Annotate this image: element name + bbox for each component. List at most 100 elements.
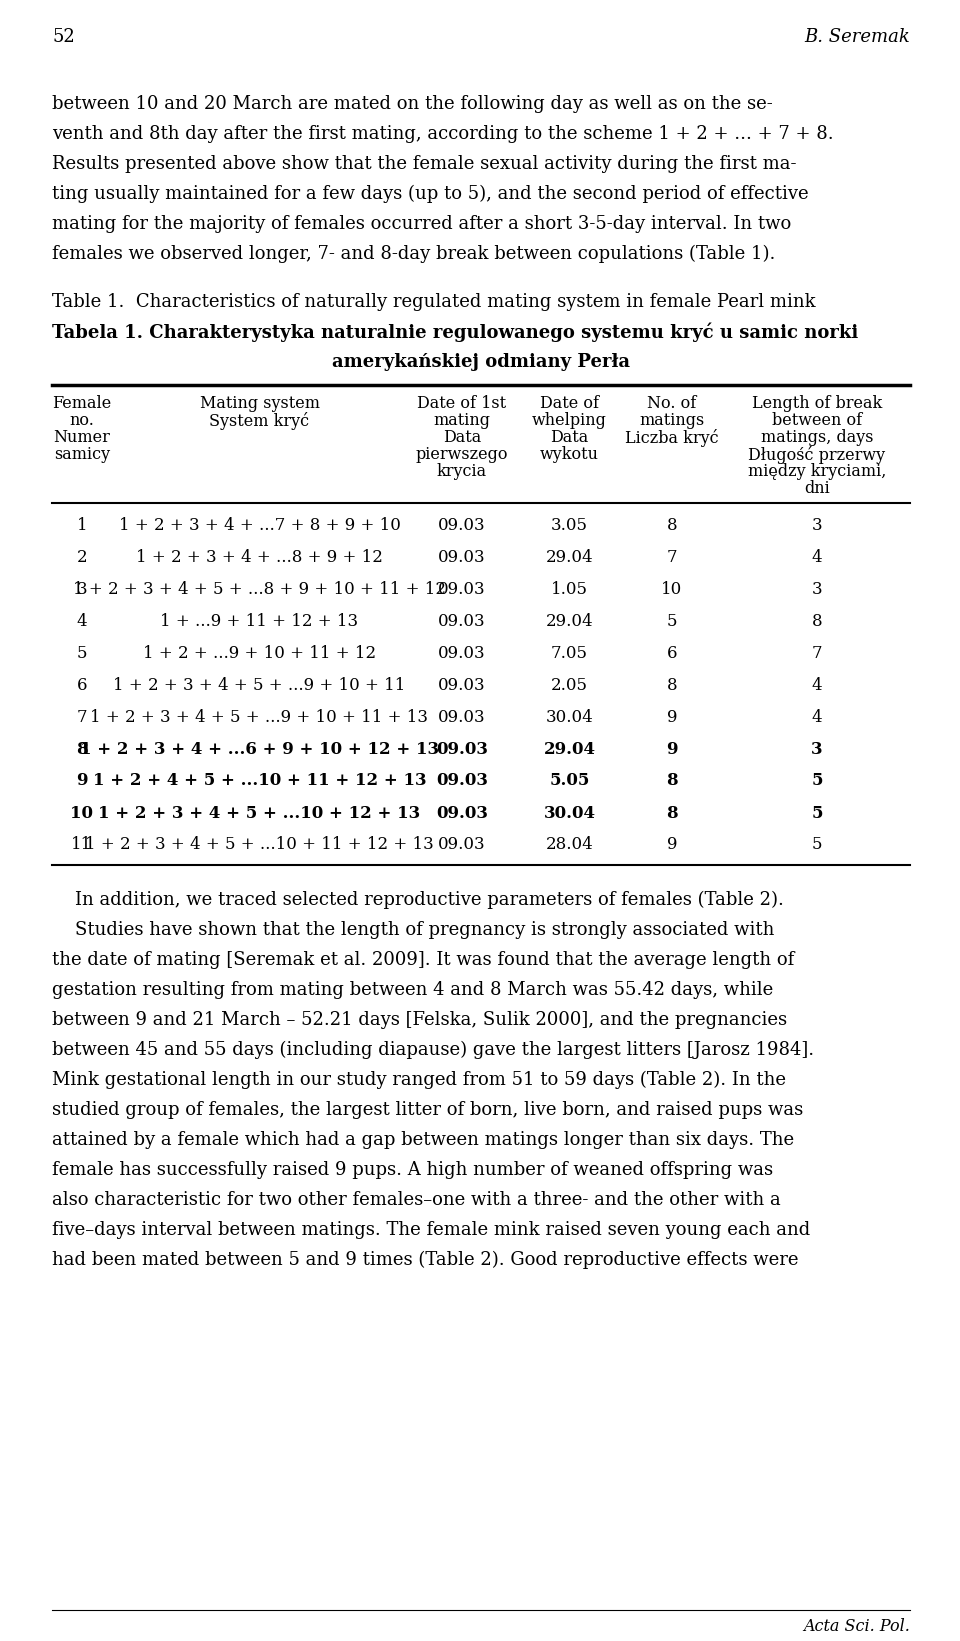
- Text: venth and 8th day after the first mating, according to the scheme 1 + 2 + ... + : venth and 8th day after the first mating…: [52, 125, 833, 143]
- Text: the date of mating [Seremak et al. 2009]. It was found that the average length o: the date of mating [Seremak et al. 2009]…: [52, 952, 794, 968]
- Text: 1 + ...9 + 11 + 12 + 13: 1 + ...9 + 11 + 12 + 13: [160, 612, 359, 630]
- Text: 6: 6: [77, 676, 87, 694]
- Text: 09.03: 09.03: [438, 581, 486, 597]
- Text: Results presented above show that the female sexual activity during the first ma: Results presented above show that the fe…: [52, 154, 797, 172]
- Text: whelping: whelping: [532, 412, 607, 428]
- Text: samicy: samicy: [54, 446, 110, 463]
- Text: In addition, we traced selected reproductive parameters of females (Table 2).: In addition, we traced selected reproduc…: [52, 891, 784, 909]
- Text: 4: 4: [812, 709, 823, 725]
- Text: 09.03: 09.03: [436, 773, 488, 789]
- Text: gestation resulting from mating between 4 and 8 March was 55.42 days, while: gestation resulting from mating between …: [52, 981, 773, 999]
- Text: 5.05: 5.05: [549, 773, 589, 789]
- Text: female has successfully raised 9 pups. A high number of weaned offspring was: female has successfully raised 9 pups. A…: [52, 1160, 773, 1178]
- Text: 8: 8: [666, 804, 678, 822]
- Text: 1 + 2 + 3 + 4 + 5 + ...8 + 9 + 10 + 11 + 12: 1 + 2 + 3 + 4 + 5 + ...8 + 9 + 10 + 11 +…: [73, 581, 446, 597]
- Text: 5: 5: [811, 804, 823, 822]
- Text: Mating system: Mating system: [200, 395, 320, 412]
- Text: 1 + 2 + 3 + 4 + 5 + ...10 + 12 + 13: 1 + 2 + 3 + 4 + 5 + ...10 + 12 + 13: [98, 804, 420, 822]
- Text: 7.05: 7.05: [551, 645, 588, 661]
- Text: 9: 9: [667, 709, 677, 725]
- Text: 6: 6: [667, 645, 677, 661]
- Text: attained by a female which had a gap between matings longer than six days. The: attained by a female which had a gap bet…: [52, 1131, 794, 1149]
- Text: Female: Female: [53, 395, 111, 412]
- Text: 9: 9: [76, 773, 87, 789]
- Text: 3: 3: [812, 581, 823, 597]
- Text: 1 + 2 + 3 + 4 + 5 + ...9 + 10 + 11: 1 + 2 + 3 + 4 + 5 + ...9 + 10 + 11: [113, 676, 406, 694]
- Text: 29.04: 29.04: [545, 612, 593, 630]
- Text: 7: 7: [812, 645, 823, 661]
- Text: 30.04: 30.04: [545, 709, 593, 725]
- Text: 1 + 2 + 3 + 4 + ...6 + 9 + 10 + 12 + 13: 1 + 2 + 3 + 4 + ...6 + 9 + 10 + 12 + 13: [80, 740, 439, 758]
- Text: 30.04: 30.04: [543, 804, 595, 822]
- Text: Acta Sci. Pol.: Acta Sci. Pol.: [804, 1618, 910, 1634]
- Text: 10: 10: [70, 804, 93, 822]
- Text: 09.03: 09.03: [438, 837, 486, 853]
- Text: 10: 10: [661, 581, 683, 597]
- Text: 09.03: 09.03: [438, 676, 486, 694]
- Text: 5: 5: [811, 773, 823, 789]
- Text: 09.03: 09.03: [436, 740, 488, 758]
- Text: No. of: No. of: [647, 395, 697, 412]
- Text: Tabela 1. Charakterystyka naturalnie regulowanego systemu kryć u samic norki: Tabela 1. Charakterystyka naturalnie reg…: [52, 323, 858, 343]
- Text: 9: 9: [667, 837, 677, 853]
- Text: Data: Data: [550, 428, 588, 446]
- Text: krycia: krycia: [437, 463, 487, 481]
- Text: 29.04: 29.04: [543, 740, 595, 758]
- Text: 1 + 2 + 3 + 4 + 5 + ...10 + 11 + 12 + 13: 1 + 2 + 3 + 4 + 5 + ...10 + 11 + 12 + 13: [85, 837, 434, 853]
- Text: 09.03: 09.03: [438, 612, 486, 630]
- Text: 8: 8: [76, 740, 87, 758]
- Text: 09.03: 09.03: [436, 804, 488, 822]
- Text: 2: 2: [77, 548, 87, 566]
- Text: pierwszego: pierwszego: [416, 446, 508, 463]
- Text: Date of 1st: Date of 1st: [418, 395, 507, 412]
- Text: 11: 11: [71, 837, 92, 853]
- Text: 8: 8: [666, 676, 678, 694]
- Text: 1 + 2 + 3 + 4 + ...8 + 9 + 12: 1 + 2 + 3 + 4 + ...8 + 9 + 12: [136, 548, 383, 566]
- Text: 7: 7: [666, 548, 678, 566]
- Text: mating: mating: [434, 412, 491, 428]
- Text: 5: 5: [812, 837, 823, 853]
- Text: 52: 52: [52, 28, 75, 46]
- Text: Liczba kryć: Liczba kryć: [625, 428, 719, 446]
- Text: amerykańskiej odmiany Perła: amerykańskiej odmiany Perła: [332, 353, 630, 371]
- Text: Studies have shown that the length of pregnancy is strongly associated with: Studies have shown that the length of pr…: [52, 921, 775, 939]
- Text: 1 + 2 + ...9 + 10 + 11 + 12: 1 + 2 + ...9 + 10 + 11 + 12: [143, 645, 376, 661]
- Text: no.: no.: [69, 412, 94, 428]
- Text: Data: Data: [443, 428, 481, 446]
- Text: System kryć: System kryć: [209, 412, 309, 430]
- Text: 5: 5: [667, 612, 677, 630]
- Text: 3: 3: [77, 581, 87, 597]
- Text: 3: 3: [811, 740, 823, 758]
- Text: had been mated between 5 and 9 times (Table 2). Good reproductive effects were: had been mated between 5 and 9 times (Ta…: [52, 1250, 799, 1268]
- Text: matings, days: matings, days: [760, 428, 874, 446]
- Text: B. Seremak: B. Seremak: [804, 28, 910, 46]
- Text: 8: 8: [666, 517, 678, 533]
- Text: matings: matings: [639, 412, 705, 428]
- Text: five–days interval between matings. The female mink raised seven young each and: five–days interval between matings. The …: [52, 1221, 810, 1239]
- Text: ting usually maintained for a few days (up to 5), and the second period of effec: ting usually maintained for a few days (…: [52, 185, 808, 203]
- Text: between 9 and 21 March – 52.21 days [Felska, Sulik 2000], and the pregnancies: between 9 and 21 March – 52.21 days [Fel…: [52, 1011, 787, 1029]
- Text: between of: between of: [772, 412, 862, 428]
- Text: females we observed longer, 7- and 8-day break between copulations (Table 1).: females we observed longer, 7- and 8-day…: [52, 245, 776, 263]
- Text: 4: 4: [812, 676, 823, 694]
- Text: 7: 7: [77, 709, 87, 725]
- Text: 1 + 2 + 3 + 4 + 5 + ...9 + 10 + 11 + 13: 1 + 2 + 3 + 4 + 5 + ...9 + 10 + 11 + 13: [90, 709, 428, 725]
- Text: 3.05: 3.05: [551, 517, 588, 533]
- Text: 9: 9: [666, 740, 678, 758]
- Text: 5: 5: [77, 645, 87, 661]
- Text: 09.03: 09.03: [438, 517, 486, 533]
- Text: 1: 1: [77, 517, 87, 533]
- Text: Table 1.  Characteristics of naturally regulated mating system in female Pearl m: Table 1. Characteristics of naturally re…: [52, 294, 816, 312]
- Text: Length of break: Length of break: [752, 395, 882, 412]
- Text: 09.03: 09.03: [438, 645, 486, 661]
- Text: Mink gestational length in our study ranged from 51 to 59 days (Table 2). In the: Mink gestational length in our study ran…: [52, 1072, 786, 1090]
- Text: mating for the majority of females occurred after a short 3-5-day interval. In t: mating for the majority of females occur…: [52, 215, 791, 233]
- Text: 2.05: 2.05: [551, 676, 588, 694]
- Text: 29.04: 29.04: [545, 548, 593, 566]
- Text: between 10 and 20 March are mated on the following day as well as on the se-: between 10 and 20 March are mated on the…: [52, 95, 773, 113]
- Text: 8: 8: [812, 612, 823, 630]
- Text: 1.05: 1.05: [551, 581, 588, 597]
- Text: studied group of females, the largest litter of born, live born, and raised pups: studied group of females, the largest li…: [52, 1101, 804, 1119]
- Text: 3: 3: [812, 517, 823, 533]
- Text: Numer: Numer: [54, 428, 110, 446]
